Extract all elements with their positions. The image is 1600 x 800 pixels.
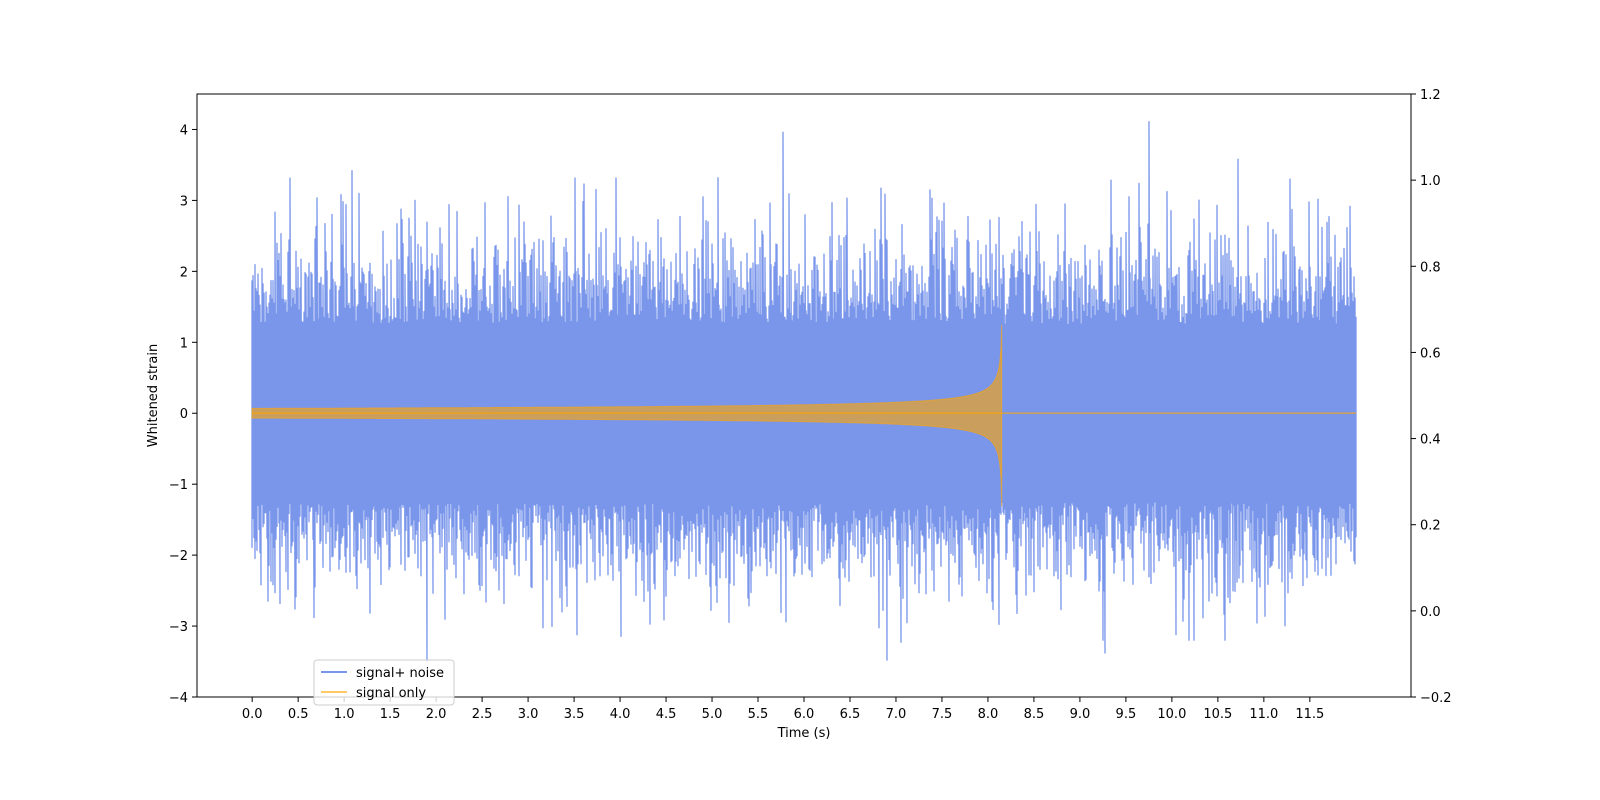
x-tick-label: 1.5 [380,707,401,722]
y-tick-label: 0 [180,407,188,422]
y-axis-right: −0.2 0.0 0.2 0.4 0.6 0.8 1.0 1.2 [1411,88,1452,706]
x-tick-label: 9.0 [1070,707,1091,722]
y2-tick-label: −0.2 [1420,691,1452,706]
x-tick-label: 4.5 [656,707,677,722]
x-tick-label: 0.0 [242,707,263,722]
x-tick-label: 3.0 [518,707,539,722]
y2-tick-label: 1.2 [1420,88,1441,103]
x-tick-label: 10.0 [1157,707,1186,722]
y-tick-label: 4 [180,123,188,138]
legend-label-signal-only: signal only [356,686,426,701]
x-axis-label: Time (s) [777,726,831,741]
y2-tick-label: 0.2 [1420,519,1441,534]
legend-label-signal-noise: signal+ noise [356,666,444,681]
y2-tick-label: 0.0 [1420,605,1441,620]
plot-lines [251,121,1357,663]
x-tick-label: 1.0 [334,707,355,722]
x-tick-label: 6.0 [794,707,815,722]
y-tick-label: −1 [169,478,188,493]
y-tick-label: 1 [180,336,188,351]
x-tick-label: 11.0 [1249,707,1278,722]
x-tick-label: 8.0 [978,707,999,722]
y-tick-label: −3 [169,620,188,635]
series-line-signal-noise [251,121,1357,663]
y-axis-left: −4 −3 −2 −1 0 1 2 3 4 [169,123,197,706]
x-tick-label: 7.5 [932,707,953,722]
y2-tick-label: 0.6 [1420,346,1441,361]
x-tick-label: 6.5 [840,707,861,722]
x-tick-label: 2.0 [426,707,447,722]
legend-box [313,659,455,706]
legend: signal+ noise signal only [313,659,455,706]
y2-tick-label: 0.8 [1420,260,1441,275]
x-tick-label: 11.5 [1295,707,1324,722]
y-tick-label: −4 [169,691,188,706]
x-axis: 0.0 0.5 1.0 1.5 2.0 2.5 3.0 3.5 4.0 4.5 5.0 5.5 6.0 6… [242,697,1324,722]
series-envelope-signal-only [251,324,1003,507]
y-tick-label: 3 [180,194,188,209]
y-axis-label: Whitened strain [146,344,161,447]
y2-tick-label: 0.4 [1420,433,1441,448]
y2-tick-label: 1.0 [1420,174,1441,189]
x-tick-label: 4.0 [610,707,631,722]
x-tick-label: 7.0 [886,707,907,722]
x-tick-label: 9.5 [1116,707,1137,722]
y-tick-label: 2 [180,265,188,280]
x-tick-label: 5.5 [748,707,769,722]
x-tick-label: 5.0 [702,707,723,722]
x-tick-label: 0.5 [288,707,309,722]
y-tick-label: −2 [169,549,188,564]
x-tick-label: 10.5 [1203,707,1232,722]
x-tick-label: 8.5 [1024,707,1045,722]
x-tick-label: 3.5 [564,707,585,722]
x-tick-label: 2.5 [472,707,493,722]
